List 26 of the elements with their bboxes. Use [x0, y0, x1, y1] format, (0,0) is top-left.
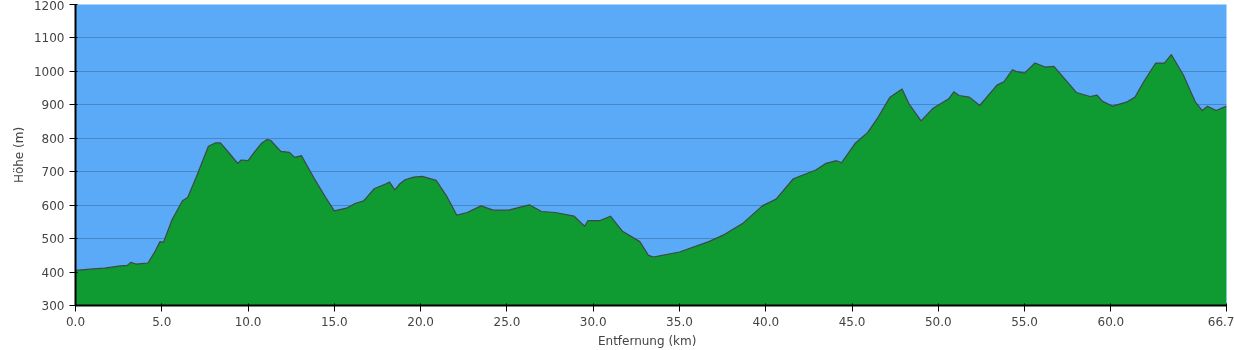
x-tick-label: 5.0: [152, 314, 172, 329]
y-tick-label: 700: [41, 165, 65, 180]
x-tick-label: 35.0: [666, 314, 693, 329]
y-tick-label: 500: [41, 232, 65, 247]
y-tick-label: 1000: [33, 64, 65, 79]
x-tick-label: 25.0: [493, 314, 521, 329]
x-tick-label: 66.7: [1207, 314, 1234, 329]
x-tick-label: 55.0: [1011, 314, 1038, 329]
x-tick-label: 30.0: [579, 314, 607, 329]
x-tick-label: 45.0: [838, 314, 866, 329]
y-axis-title: Höhe (m): [11, 126, 26, 184]
y-tick-label: 900: [41, 98, 65, 113]
y-tick-label: 300: [41, 299, 65, 313]
x-tick-label: 0.0: [65, 314, 86, 329]
y-tick-label: 600: [41, 198, 65, 213]
x-tick-label: 60.0: [1097, 314, 1125, 329]
y-tick-label: 400: [41, 265, 65, 280]
y-tick-label: 1100: [33, 31, 65, 46]
x-tick-label: 15.0: [320, 314, 348, 329]
x-axis-title: Entfernung (km): [597, 333, 697, 348]
x-tick-label: 10.0: [234, 314, 262, 329]
y-tick-label: 800: [41, 131, 65, 146]
y-tick-label: 1200: [33, 0, 65, 13]
x-tick-label: 50.0: [924, 314, 952, 329]
x-tick-label: 40.0: [752, 314, 780, 329]
x-tick-label: 20.0: [407, 314, 434, 329]
